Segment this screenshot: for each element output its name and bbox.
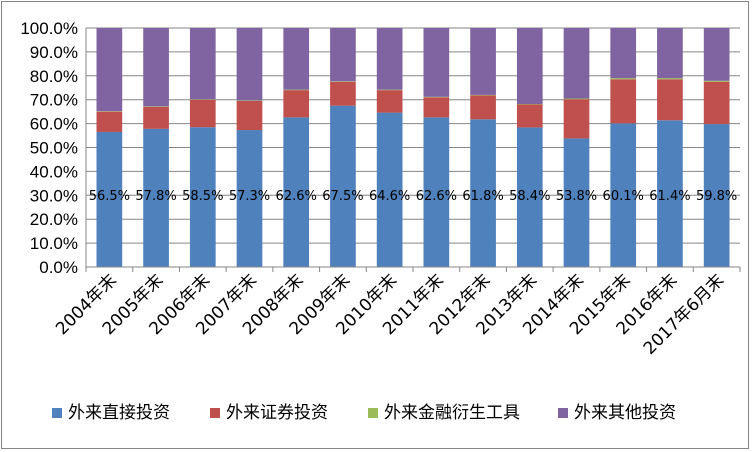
bar-segment bbox=[563, 98, 590, 100]
y-tick-label: 0.0% bbox=[39, 258, 78, 277]
gridlines bbox=[86, 27, 740, 268]
bar-segment bbox=[376, 112, 403, 267]
legend-swatch bbox=[210, 408, 220, 418]
data-label: 67.5% bbox=[322, 189, 363, 204]
legend-swatch bbox=[52, 408, 62, 418]
bar-segment bbox=[470, 119, 496, 267]
legend-swatch bbox=[558, 408, 568, 418]
data-label: 57.8% bbox=[135, 189, 176, 204]
bar-segment bbox=[516, 28, 543, 105]
bar-segment bbox=[283, 117, 310, 267]
bar-segment bbox=[470, 95, 496, 120]
bar-segment bbox=[657, 78, 683, 80]
bar-segment bbox=[189, 99, 216, 128]
legend-label: 外来直接投资 bbox=[68, 403, 170, 423]
bar-segment bbox=[657, 120, 683, 267]
bar-segment bbox=[236, 28, 263, 101]
bar-segment bbox=[516, 104, 543, 128]
bar-segment bbox=[283, 28, 310, 90]
bar-segment bbox=[423, 28, 450, 97]
legend: 外来直接投资 外来证券投资 外来金融衍生工具 外来其他投资 bbox=[52, 403, 676, 423]
bar-segment bbox=[703, 81, 730, 125]
bar-segment bbox=[610, 79, 637, 124]
bar-segment bbox=[610, 123, 637, 268]
data-label: 61.4% bbox=[649, 189, 690, 204]
data-label: 62.6% bbox=[416, 189, 457, 204]
bar-segment bbox=[96, 131, 123, 267]
y-tick-label: 90.0% bbox=[30, 43, 78, 62]
bar-segment bbox=[330, 105, 356, 267]
bar-segment bbox=[657, 79, 683, 121]
bar-segment bbox=[330, 81, 356, 106]
data-label: 58.5% bbox=[182, 189, 223, 204]
bar-segment bbox=[143, 128, 169, 267]
bar-segment bbox=[236, 100, 263, 131]
legend-label: 外来其他投资 bbox=[574, 403, 676, 423]
y-tick-label: 50.0% bbox=[30, 139, 78, 158]
bar-segment bbox=[657, 28, 683, 79]
data-label: 56.5% bbox=[89, 189, 130, 204]
data-label: 62.6% bbox=[276, 189, 317, 204]
legend-label: 外来金融衍生工具 bbox=[384, 403, 520, 423]
bars bbox=[96, 28, 730, 268]
bar-segment bbox=[376, 28, 403, 90]
y-tick-label: 40.0% bbox=[30, 162, 78, 181]
data-label: 59.8% bbox=[696, 189, 737, 204]
bar-segment bbox=[563, 99, 590, 139]
bar-segment bbox=[423, 97, 450, 118]
bar-segment bbox=[96, 111, 123, 132]
data-label: 60.1% bbox=[603, 189, 644, 204]
data-label: 61.8% bbox=[462, 189, 503, 204]
bar-segment bbox=[236, 130, 263, 267]
bar-segment bbox=[330, 28, 356, 82]
data-label: 64.6% bbox=[369, 189, 410, 204]
bar-segment bbox=[189, 28, 216, 100]
bar-segment bbox=[96, 28, 123, 112]
bar-segment bbox=[703, 80, 730, 82]
bar-segment bbox=[610, 28, 637, 79]
bar-segment bbox=[563, 138, 590, 267]
y-tick-label: 70.0% bbox=[30, 91, 78, 110]
bar-segment bbox=[610, 78, 637, 80]
data-label: 53.8% bbox=[556, 189, 597, 204]
y-tick-label: 100.0% bbox=[20, 19, 78, 38]
data-label: 58.4% bbox=[509, 189, 550, 204]
bar-segment bbox=[423, 117, 450, 267]
y-tick-label: 80.0% bbox=[30, 67, 78, 86]
y-tick-label: 10.0% bbox=[30, 234, 78, 253]
bar-segment bbox=[470, 28, 496, 95]
bar-segment bbox=[283, 90, 310, 118]
bar-segment bbox=[376, 90, 403, 113]
bar-segment bbox=[189, 127, 216, 267]
bar-segment bbox=[563, 28, 590, 99]
bar-segment bbox=[703, 124, 730, 267]
data-label: 57.3% bbox=[229, 189, 270, 204]
y-tick-label: 30.0% bbox=[30, 186, 78, 205]
bar-segment bbox=[143, 28, 169, 107]
bar-segment bbox=[143, 106, 169, 129]
bar-segment bbox=[516, 127, 543, 267]
y-tick-label: 60.0% bbox=[30, 115, 78, 134]
data-labels: 56.5% 57.8% 58.5% 57.3% 62.6% 67.5% 64.6% 62.6%… bbox=[89, 189, 738, 204]
legend-label: 外来证券投资 bbox=[226, 403, 328, 423]
legend-swatch bbox=[368, 408, 378, 418]
y-tick-label: 20.0% bbox=[30, 210, 78, 229]
bar-segment bbox=[703, 28, 730, 81]
